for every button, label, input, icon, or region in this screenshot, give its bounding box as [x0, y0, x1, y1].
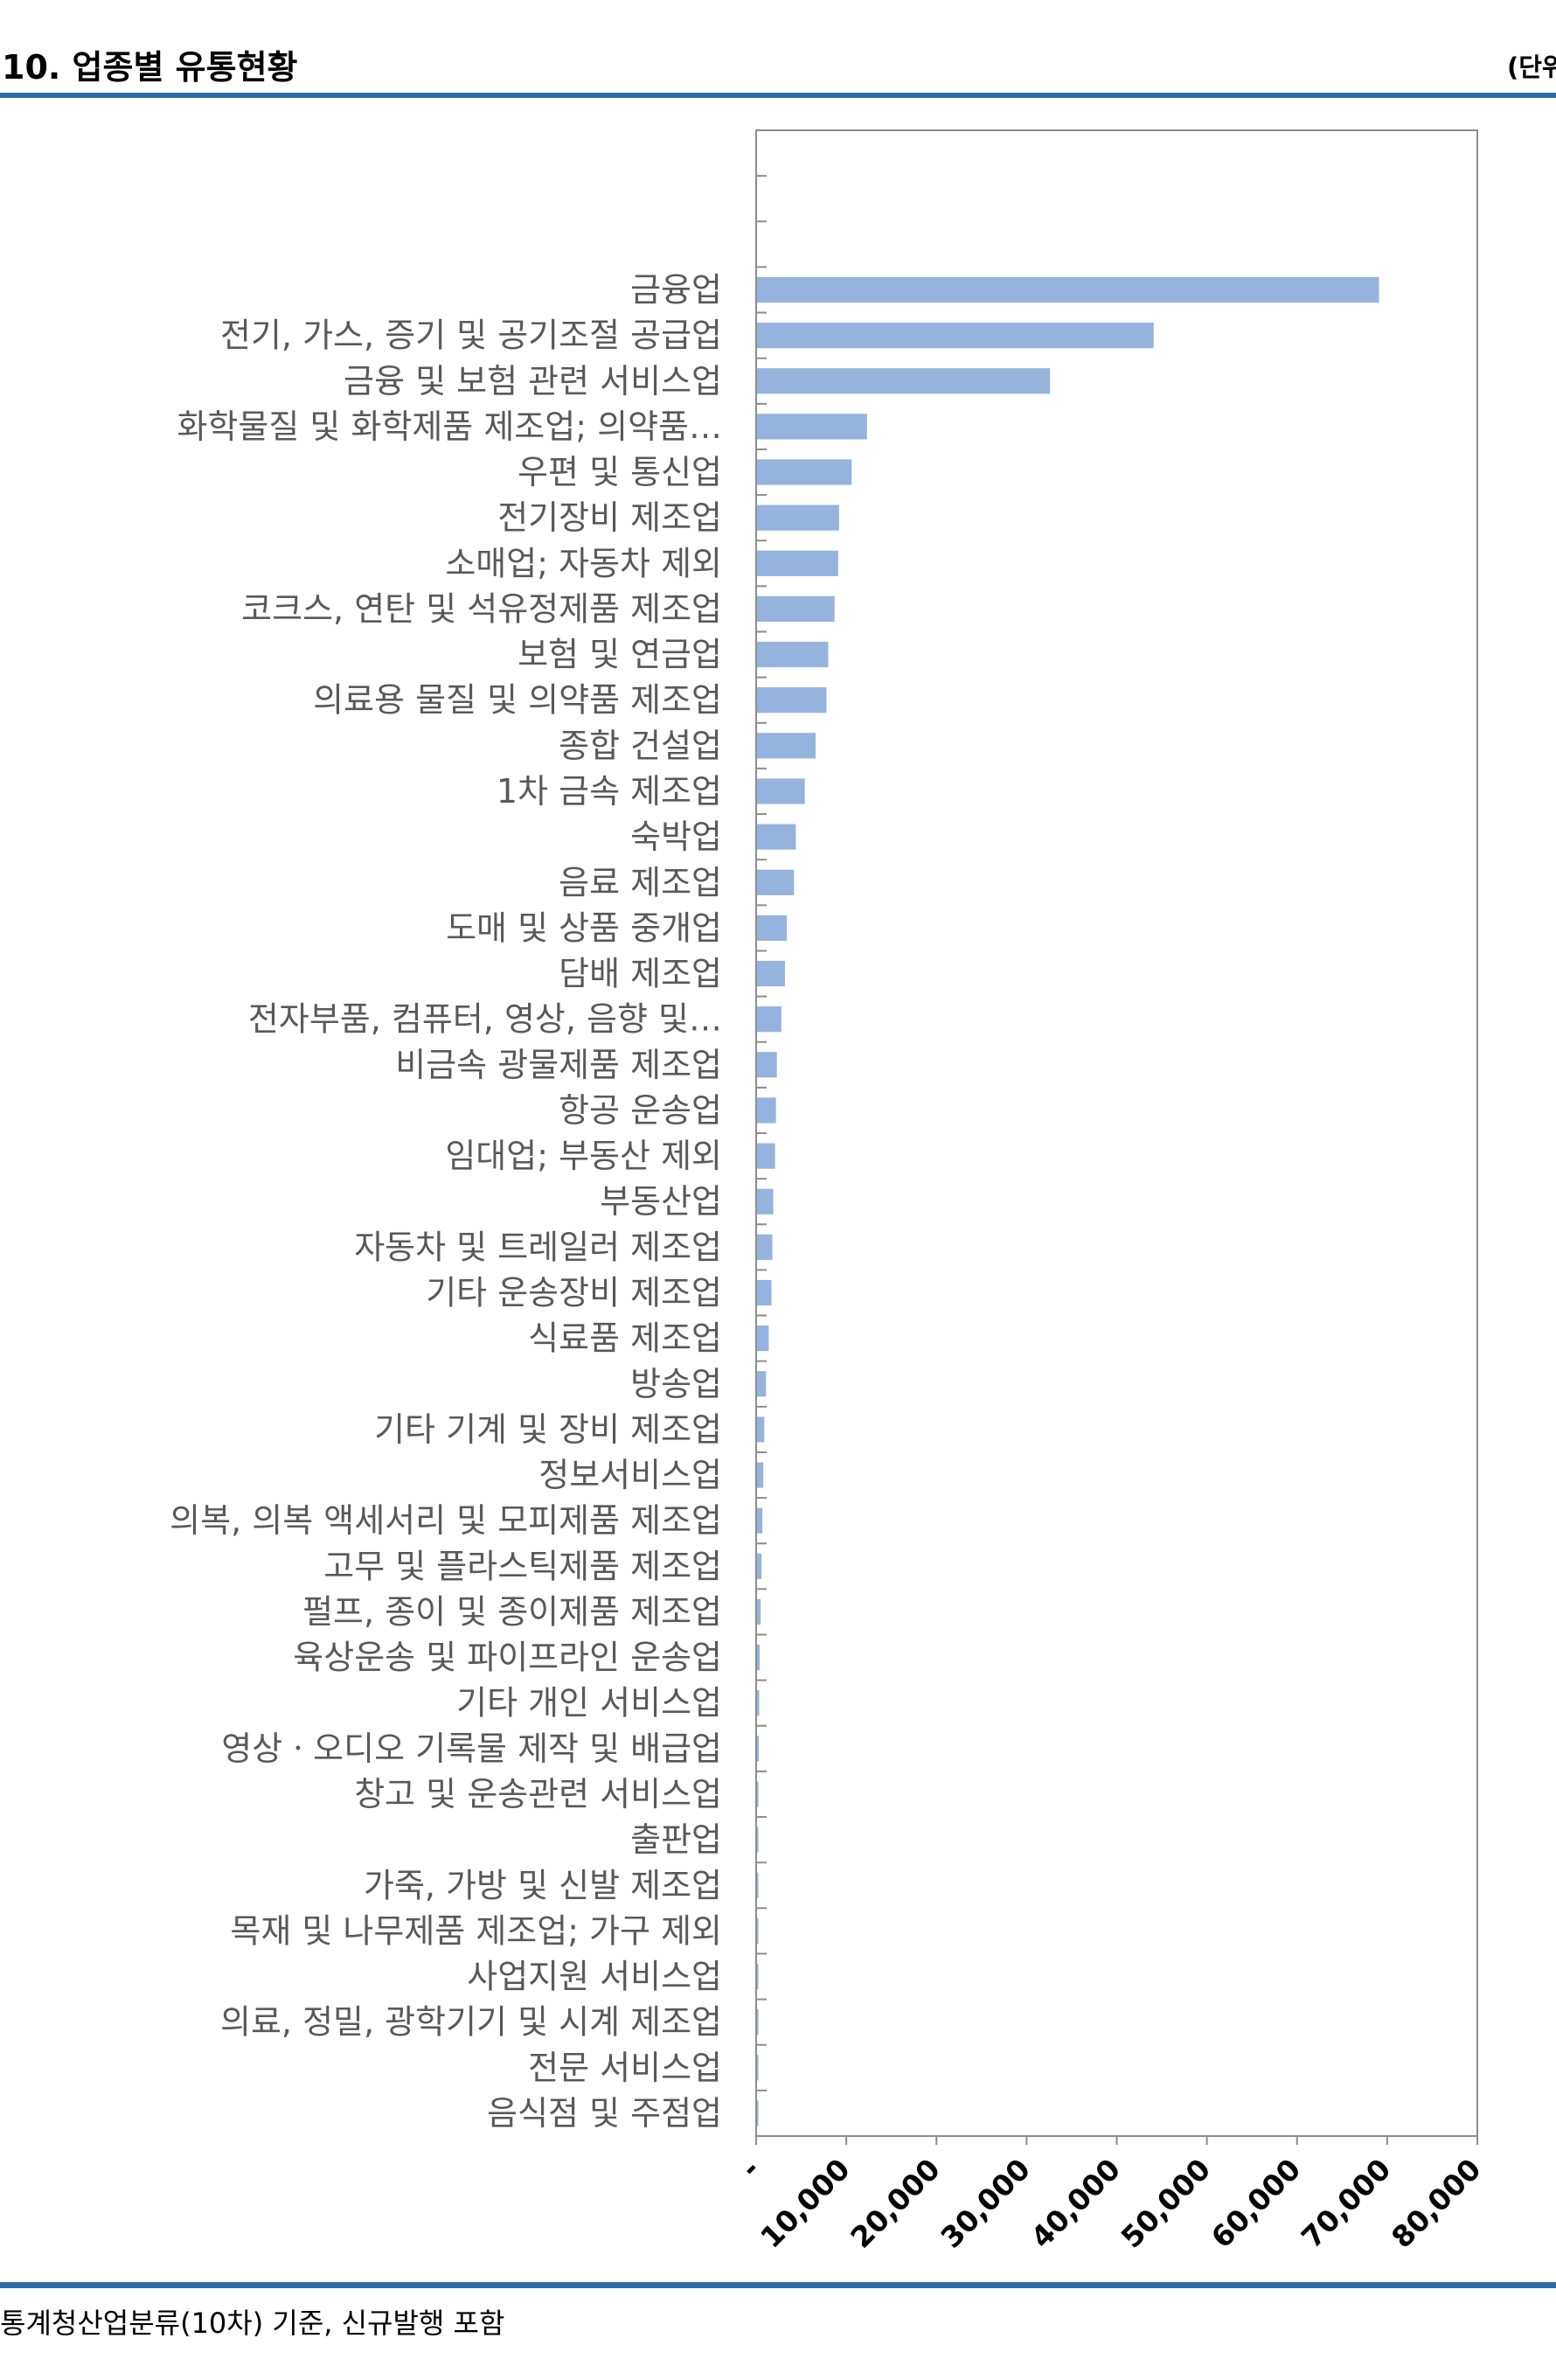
- category-label: 금융 및 보험 관련 서비스업: [344, 362, 722, 400]
- bar: [757, 960, 785, 987]
- category-label: 음식점 및 주점업: [487, 2094, 722, 2133]
- bar: [757, 869, 795, 895]
- category-label: 의료용 물질 및 의약품 제조업: [313, 681, 722, 720]
- category-label: 전기장비 제조업: [497, 498, 722, 537]
- category-label: 가죽, 가방 및 신발 제조업: [364, 1866, 722, 1904]
- category-label: 자동차 및 트레일러 제조업: [354, 1228, 722, 1266]
- category-label: 방송업: [630, 1365, 722, 1403]
- bar: [757, 505, 839, 531]
- category-label: 의료, 정밀, 광학기기 및 시계 제조업: [220, 2003, 722, 2042]
- bar: [757, 1690, 760, 1716]
- bar: [757, 2055, 759, 2081]
- bar: [757, 641, 829, 668]
- bar: [757, 1827, 759, 1853]
- category-label: 육상운송 및 파이프라인 운송업: [293, 1639, 722, 1677]
- x-tick-label: 10,000: [754, 2152, 857, 2255]
- bar: [757, 2100, 759, 2126]
- x-tick-label: 60,000: [1205, 2152, 1308, 2255]
- bar: [757, 1553, 762, 1579]
- bar: [757, 1781, 759, 1807]
- category-label: 담배 제조업: [559, 955, 722, 993]
- bar: [757, 1234, 773, 1260]
- bottom-divider: [0, 2282, 1556, 2288]
- bar: [757, 595, 835, 623]
- category-label: 숙박업: [630, 818, 722, 856]
- category-label: 부동산업: [600, 1182, 722, 1221]
- x-tick-label: 70,000: [1295, 2152, 1398, 2255]
- category-label: 정보서비스업: [538, 1456, 722, 1494]
- page-title: 10. 업종별 유통현황: [2, 48, 298, 87]
- category-label: 영상ㆍ오디오 기록물 제작 및 배급업: [221, 1729, 722, 1768]
- category-label: 종합 건설업: [559, 727, 722, 765]
- category-label: 우편 및 통신업: [518, 453, 722, 491]
- x-tick-label: 40,000: [1025, 2152, 1128, 2255]
- category-label: 항공 운송업: [559, 1091, 722, 1130]
- bar: [757, 915, 788, 941]
- top-divider: [0, 93, 1556, 98]
- x-tick-label: 50,000: [1115, 2152, 1218, 2255]
- bar: [757, 1644, 761, 1671]
- category-label: 전기, 가스, 증기 및 공기조절 공급업: [220, 317, 722, 355]
- bar: [757, 368, 1051, 394]
- bar: [757, 1416, 765, 1443]
- bar: [757, 276, 1379, 303]
- footnote: 통계청산업분류(10차) 기준, 신규발행 포함: [0, 2307, 505, 2340]
- x-tick-label: 30,000: [934, 2152, 1037, 2255]
- category-label: 화학물질 및 화학제품 제조업; 의약품…: [177, 407, 722, 446]
- category-label: 임대업; 부동산 제외: [445, 1137, 722, 1175]
- x-tick-label: -: [733, 2152, 766, 2184]
- bar: [757, 1872, 759, 1898]
- category-label: 비금속 광물제품 제조업: [395, 1046, 722, 1084]
- bar: [757, 1279, 772, 1306]
- bar: [757, 1097, 776, 1124]
- bar: [757, 778, 805, 804]
- category-label: 기타 운송장비 제조업: [426, 1273, 722, 1312]
- bar: [757, 1143, 775, 1169]
- unit-label: (단위: [1507, 52, 1556, 82]
- category-label: 의복, 의복 액세서리 및 모피제품 제조업: [170, 1501, 722, 1540]
- category-label: 도매 및 상품 중개업: [446, 908, 722, 947]
- bar: [757, 687, 827, 713]
- category-label: 사업지원 서비스업: [467, 1958, 722, 1996]
- bar: [757, 1052, 777, 1078]
- bar: [757, 733, 816, 759]
- bar: [757, 824, 796, 850]
- category-label: 전자부품, 컴퓨터, 영상, 음향 및…: [248, 1000, 722, 1039]
- category-label: 식료품 제조업: [528, 1319, 722, 1358]
- category-label: 음료 제조업: [559, 863, 722, 901]
- category-label: 보험 및 연금업: [518, 636, 722, 674]
- category-label: 기타 기계 및 장비 제조업: [374, 1410, 722, 1449]
- bar: [757, 2009, 759, 2036]
- category-label: 기타 개인 서비스업: [456, 1684, 722, 1722]
- category-label: 출판업: [630, 1820, 722, 1859]
- bar: [757, 1963, 759, 1990]
- category-label: 목재 및 나무제품 제조업; 가구 제외: [230, 1911, 722, 1950]
- category-label: 금융업: [630, 270, 722, 309]
- bar: [757, 1736, 760, 1762]
- bar: [757, 550, 838, 576]
- bar: [757, 459, 852, 485]
- category-label: 전문 서비스업: [528, 2049, 722, 2087]
- category-label: 1차 금속 제조업: [497, 772, 722, 811]
- category-label: 창고 및 운송관련 서비스업: [354, 1775, 722, 1813]
- bar: [757, 1917, 759, 1944]
- bar: [757, 1371, 767, 1397]
- category-label: 펄프, 종이 및 종이제품 제조업: [302, 1592, 722, 1631]
- bar: [757, 323, 1154, 349]
- x-tick-label: 20,000: [844, 2152, 947, 2255]
- category-label: 코크스, 연탄 및 석유정제품 제조업: [241, 589, 722, 628]
- bar: [757, 414, 867, 440]
- x-tick-label: 80,000: [1385, 2152, 1488, 2255]
- bar: [757, 1462, 764, 1488]
- bar: [757, 1006, 781, 1033]
- category-label: 소매업; 자동차 제외: [445, 544, 722, 582]
- category-label: 고무 및 플라스틱제품 제조업: [323, 1547, 722, 1585]
- bar: [757, 1326, 769, 1352]
- bar: [757, 1598, 761, 1625]
- bar: [757, 1188, 774, 1214]
- bar: [757, 1507, 763, 1534]
